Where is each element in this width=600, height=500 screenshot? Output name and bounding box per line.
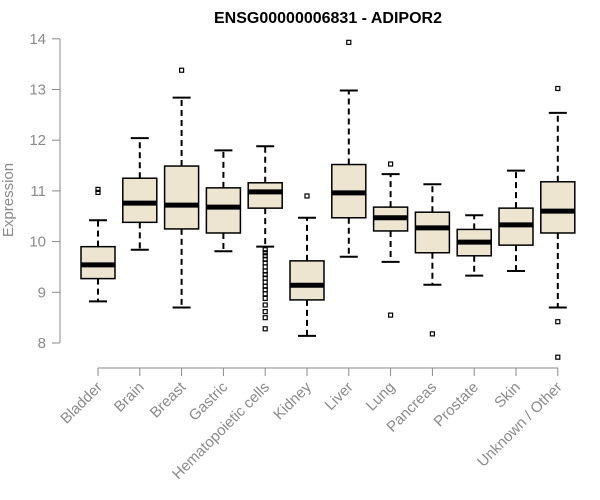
outlier-point: [388, 312, 394, 318]
outlier-point: [555, 354, 561, 360]
box-10: [498, 169, 534, 273]
box-5: [289, 193, 325, 337]
outlier-point: [262, 308, 268, 315]
y-axis-label: Expression: [0, 163, 17, 237]
box-iqr: [205, 187, 242, 234]
y-tick-label: 8: [38, 335, 46, 352]
outlier-point: [429, 331, 435, 337]
x-tick-label: Liver: [322, 379, 357, 414]
boxes: [80, 39, 576, 360]
box-3: [205, 149, 242, 253]
box-iqr: [414, 211, 451, 254]
box-2: [163, 67, 200, 309]
y-tick-label: 11: [30, 183, 46, 200]
outlier-point: [95, 189, 101, 196]
box-iqr: [540, 181, 576, 234]
outlier-point: [555, 319, 561, 325]
y-tick-label: 14: [29, 31, 46, 48]
box-0: [80, 186, 116, 303]
outlier-point: [262, 250, 268, 256]
x-tick-label: Lung: [363, 379, 399, 415]
box-9: [456, 214, 492, 277]
outlier-point: [262, 264, 268, 270]
outlier-point: [304, 193, 310, 199]
box-1: [122, 137, 158, 251]
outlier-point: [95, 186, 101, 192]
box-iqr: [163, 165, 200, 230]
box-8: [414, 183, 451, 337]
y-tick-label: 13: [29, 82, 46, 99]
box-7: [372, 161, 409, 318]
outlier-point: [262, 291, 268, 297]
y-tick-label: 12: [29, 132, 46, 149]
box-4: [247, 145, 283, 332]
box-11: [540, 85, 576, 360]
y-ticks: 8 9 10 11 12 13 14: [29, 31, 60, 352]
outlier-point: [555, 85, 561, 92]
x-tick-label: Bladder: [57, 379, 106, 428]
outlier-point: [179, 67, 185, 73]
chart-title: ENSG00000006831 - ADIPOR2: [214, 10, 442, 27]
y-tick-label: 10: [29, 234, 46, 251]
outlier-point: [262, 279, 268, 285]
outlier-point: [262, 302, 268, 308]
x-tick-label: Skin: [491, 379, 524, 412]
box-iqr: [247, 182, 283, 209]
outlier-point: [262, 295, 268, 301]
x-tick-label: Breast: [147, 378, 190, 421]
x-tick-label: Kidney: [270, 378, 315, 423]
box-iqr: [289, 260, 325, 301]
box-6: [331, 39, 367, 258]
outlier-point: [262, 247, 268, 253]
outlier-point: [262, 315, 268, 321]
outlier-point: [346, 39, 352, 45]
outlier-point: [262, 326, 268, 332]
outlier-point: [388, 161, 394, 167]
box-iqr: [122, 177, 158, 224]
x-tick-label: Prostate: [430, 379, 482, 431]
x-tick-label: Brain: [111, 379, 148, 416]
y-tick-label: 9: [38, 284, 46, 301]
